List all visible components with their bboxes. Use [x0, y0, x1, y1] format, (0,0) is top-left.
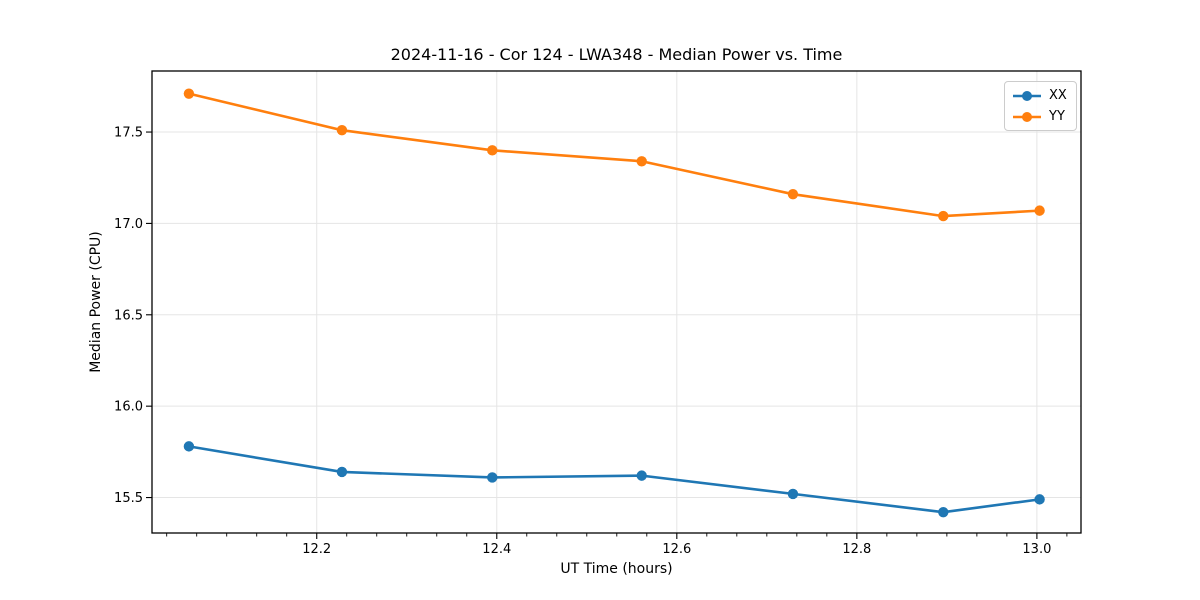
- legend-item-yy: YY: [1012, 107, 1067, 126]
- x-tick-label: 12.8: [842, 542, 871, 557]
- x-tick-label: 12.4: [482, 542, 511, 557]
- y-axis-label: Median Power (CPU): [88, 231, 104, 373]
- data-point-yy: [636, 156, 647, 167]
- legend-label-yy: YY: [1049, 109, 1065, 124]
- data-point-xx: [1034, 494, 1045, 505]
- data-point-yy: [787, 188, 799, 200]
- data-point-yy: [336, 125, 348, 136]
- x-minor-ticks: [166, 533, 1068, 537]
- data-point-yy: [487, 145, 498, 156]
- data-point-xx: [938, 506, 949, 518]
- y-tick-label: 17.5: [114, 126, 143, 141]
- data-point-xx: [183, 441, 195, 452]
- data-point-xx: [787, 488, 799, 500]
- tick-labels: 12.2 12.4 12.6 12.8 13.0 15.5 16.0 16.5 17.0 17.5: [114, 126, 1051, 557]
- legend-label-xx: XX: [1049, 88, 1067, 103]
- data-point-xx: [636, 470, 647, 481]
- data-point-yy: [183, 88, 195, 99]
- data-point-yy: [938, 210, 949, 222]
- data-point-yy: [1034, 205, 1045, 216]
- y-tick-label: 16.0: [114, 400, 143, 415]
- gridlines: [152, 71, 1081, 533]
- series-xx: [183, 441, 1045, 518]
- legend-marker-yy-icon: [1013, 111, 1041, 122]
- x-axis-label: UT Time (hours): [560, 561, 673, 577]
- chart-title: 2024-11-16 - Cor 124 - LWA348 - Median P…: [390, 45, 843, 64]
- y-tick-label: 15.5: [114, 491, 143, 506]
- x-tick-label: 12.2: [302, 542, 331, 557]
- x-tick-label: 12.6: [662, 542, 691, 557]
- x-tick-label: 13.0: [1022, 542, 1051, 557]
- data-point-xx: [336, 466, 348, 478]
- y-tick-label: 16.5: [114, 308, 143, 323]
- legend: XX YY: [1004, 81, 1077, 131]
- axis-ticks: [146, 131, 1038, 539]
- series-yy: [183, 88, 1045, 222]
- legend-item-xx: XX: [1012, 86, 1067, 105]
- data-point-xx: [487, 472, 498, 483]
- y-tick-label: 17.0: [114, 217, 143, 232]
- legend-marker-xx-icon: [1013, 90, 1041, 101]
